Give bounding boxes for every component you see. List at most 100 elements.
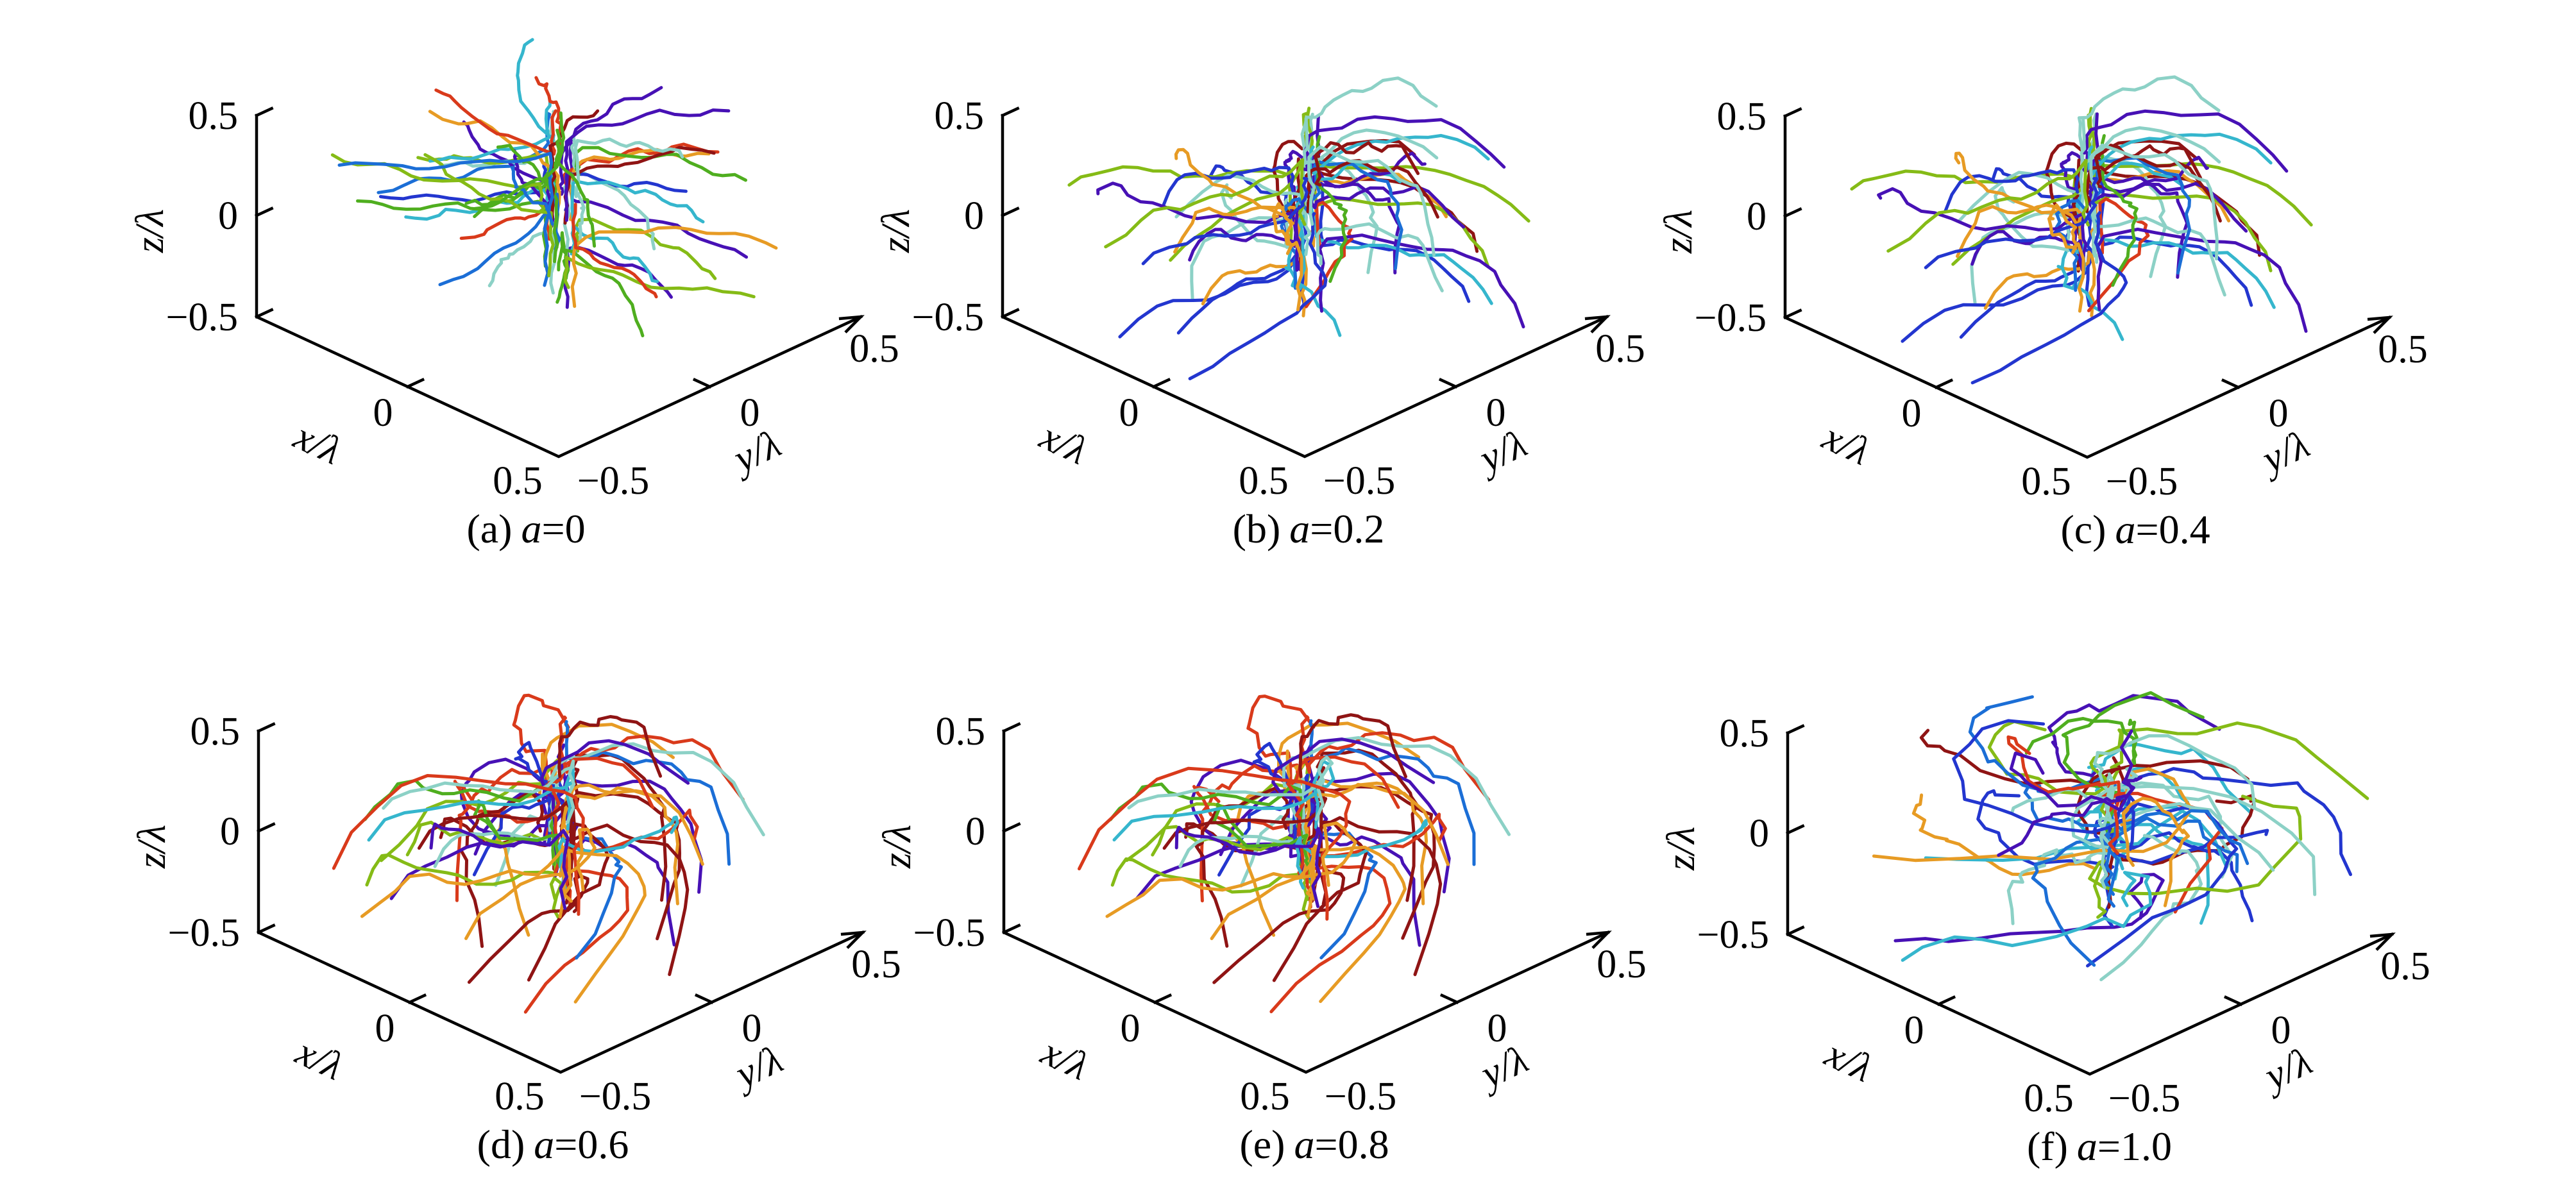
caption-index: (f) <box>2027 1123 2068 1169</box>
z-tick-label: 0 <box>218 194 238 238</box>
trajectory <box>510 165 550 287</box>
y-tick-label: 0 <box>1486 391 1506 435</box>
y-tick-label: 0.5 <box>851 943 901 986</box>
trajectory <box>2080 117 2221 166</box>
trajectory <box>1970 211 2128 385</box>
y-axis-arrow <box>838 315 865 333</box>
trajectory <box>1307 145 1436 257</box>
x-tick-label: 0 <box>1119 391 1139 435</box>
trajectory <box>2093 734 2257 829</box>
y-tick-label: −0.5 <box>2106 460 2178 503</box>
trajectory <box>1096 181 1301 272</box>
trajectory <box>363 778 556 866</box>
trajectory <box>2006 735 2121 855</box>
tick-mark <box>1934 378 1954 389</box>
tick-mark <box>1786 925 1805 936</box>
trajectory <box>2096 228 2308 333</box>
trajectory <box>389 743 568 900</box>
trajectories-f <box>1872 691 2369 982</box>
trajectory <box>1272 202 1303 312</box>
y-axis-label: y/λ <box>725 1038 789 1098</box>
z-tick-label: −0.5 <box>166 296 238 339</box>
x-axis-label: x/λ <box>1816 415 1877 474</box>
trajectory <box>464 827 597 940</box>
trajectory <box>1174 825 1323 908</box>
tick-mark <box>257 722 276 733</box>
tick-mark <box>1001 308 1020 319</box>
z-axis-label: z/λ <box>1659 827 1703 871</box>
trajectory <box>1954 151 2084 250</box>
x-tick-label: 0.5 <box>495 1075 545 1118</box>
x-tick-label: 0.5 <box>1240 1075 1290 1118</box>
trajectory <box>570 226 778 308</box>
z-tick-label: 0 <box>1747 195 1767 239</box>
tick-mark <box>1151 378 1171 389</box>
trajectory <box>428 110 561 214</box>
trajectory <box>1924 177 2099 269</box>
x-tick-label: 0 <box>1902 392 1922 435</box>
tick-mark <box>1002 722 1021 733</box>
trajectory <box>1161 165 1295 209</box>
y-tick-label: 0 <box>2269 392 2289 435</box>
trajectory <box>1294 819 1428 890</box>
trajectory <box>2047 694 2221 777</box>
z-axis-label: z/λ <box>128 209 172 253</box>
y-tick-label: 0 <box>740 391 760 435</box>
trajectory <box>1314 141 1420 187</box>
tick-mark <box>1001 206 1020 217</box>
subplot-c: 0.5 0 −0.5 0 0.5 −0.5 0 0.5 x/λ y/λ z/λ (c) a=0.4 <box>1657 75 2428 552</box>
trajectory <box>1316 222 1444 292</box>
z-tick-label: −0.5 <box>168 911 240 955</box>
trajectory <box>1850 169 2078 248</box>
z-tick-label: 0.5 <box>1720 712 1770 755</box>
tick-mark <box>405 378 425 389</box>
x-axis-label: x/λ <box>1035 1030 1096 1089</box>
trajectory <box>564 808 699 908</box>
subplot-b: 0.5 0 −0.5 0 0.5 −0.5 0 0.5 x/λ y/λ z/λ (b) a=0.2 <box>874 76 1645 551</box>
trajectory <box>1983 250 2096 317</box>
tick-mark <box>407 993 427 1004</box>
trajectory <box>2006 848 2110 925</box>
trajectory <box>1959 247 2091 339</box>
tick-mark <box>1001 106 1020 117</box>
trajectory <box>2024 717 2139 765</box>
trajectory <box>1886 158 2090 253</box>
z-tick-label: 0 <box>964 194 984 238</box>
caption-index: (a) <box>466 506 512 551</box>
trajectory <box>557 715 663 778</box>
trajectory <box>2054 199 2097 292</box>
trajectory <box>1956 203 2079 258</box>
y-tick-label: −0.5 <box>2108 1077 2180 1120</box>
panel-caption: (c) a=0.4 <box>2060 507 2210 552</box>
caption-var: a <box>1294 1122 1314 1167</box>
caption-var: a <box>534 1122 554 1167</box>
trajectory <box>1212 802 1310 868</box>
trajectory <box>1970 230 2085 272</box>
y-tick-label: −0.5 <box>579 1075 651 1118</box>
trajectory <box>2060 151 2087 250</box>
x-tick-label: 0 <box>1121 1007 1140 1050</box>
y-tick-label: 0.5 <box>849 327 899 371</box>
panel-caption: (f) a=1.0 <box>2027 1123 2172 1169</box>
trajectories-c <box>1850 75 2313 385</box>
z-tick-label: 0.5 <box>936 710 986 753</box>
trajectory <box>1312 159 1403 271</box>
trajectory <box>1298 713 1407 778</box>
caption-eq: =1.0 <box>2097 1123 2172 1169</box>
trajectory <box>367 762 575 842</box>
tick-mark <box>1002 923 1021 934</box>
trajectory <box>556 111 597 248</box>
trajectories-e <box>1078 694 1511 1014</box>
caption-eq: =0.8 <box>1314 1122 1389 1167</box>
caption-index: (e) <box>1239 1122 1285 1167</box>
caption-eq: =0.2 <box>1310 506 1384 551</box>
panel-caption: (a) a=0 <box>466 506 585 551</box>
z-tick-label: −0.5 <box>1695 296 1767 340</box>
y-axis-label: y/λ <box>1471 1038 1534 1098</box>
caption-eq: =0.6 <box>554 1122 629 1167</box>
trajectory <box>1987 719 2124 796</box>
trajectory <box>417 800 573 870</box>
tick-mark <box>1783 207 1802 218</box>
trajectory <box>563 255 756 299</box>
